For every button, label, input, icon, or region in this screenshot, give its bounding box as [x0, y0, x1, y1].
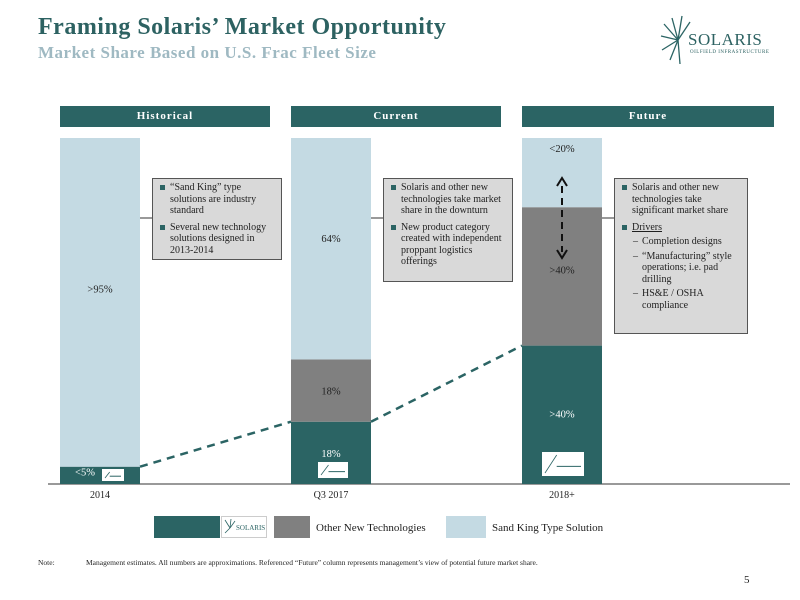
arrow-up-icon [556, 176, 568, 187]
bar-segment [60, 466, 140, 484]
solaris-badge-mark [104, 471, 111, 479]
solaris-logo-icon [660, 15, 691, 65]
note-label: Note: [38, 558, 55, 567]
callout-current-item: Solaris and other new technologies take … [391, 182, 506, 217]
data-label: <20% [549, 144, 574, 155]
callout-historical-item: Several new technology solutions designe… [160, 222, 275, 257]
trend-line [139, 420, 292, 468]
x-tick-label: 2018+ [549, 490, 575, 501]
legend-label-sand-king: Sand King Type Solution [492, 522, 604, 534]
x-tick-label: Q3 2017 [314, 490, 349, 501]
x-tick-label: 2014 [90, 490, 110, 501]
bar-segment [522, 207, 602, 346]
bar-segment [291, 359, 371, 422]
column-header-current: Current [291, 106, 501, 127]
data-label: >40% [549, 410, 574, 421]
callout-future-drivers: Drivers Completion designs “Manufacturin… [622, 221, 741, 312]
data-label: >95% [87, 284, 112, 295]
drivers-label: Drivers [632, 221, 662, 233]
callout-historical-item: “Sand King” type solutions are industry … [160, 182, 275, 217]
logo-wordmark: SOLARIS [688, 30, 763, 49]
footnote: Management estimates. All numbers are ap… [86, 558, 538, 567]
column-header-historical: Historical [60, 106, 270, 127]
solaris-badge-mark [544, 454, 558, 474]
page-subtitle: Market Share Based on U.S. Frac Fleet Si… [38, 43, 377, 62]
legend-label-other: Other New Technologies [316, 522, 426, 534]
column-header-future: Future [522, 106, 774, 127]
legend-other-box [310, 516, 440, 538]
callout-future: Solaris and other new technologies take … [614, 178, 748, 334]
bar-segment [60, 138, 140, 467]
data-label: 64% [321, 234, 341, 245]
callout-historical: “Sand King” type solutions are industry … [152, 178, 282, 260]
driver-item: HS&E / OSHA compliance [633, 288, 741, 311]
solaris-badge-icon [318, 462, 348, 478]
legend-swatch-sand-king [446, 516, 486, 538]
data-label: 18% [321, 449, 341, 460]
callout-current-item: New product category created with indepe… [391, 222, 506, 268]
page-number: 5 [744, 574, 750, 586]
data-label: 18% [321, 387, 341, 398]
page-title: Framing Solaris’ Market Opportunity [38, 14, 447, 40]
solaris-badge-icon [102, 469, 124, 481]
solaris-badge-icon [542, 452, 584, 476]
bar-segment [522, 138, 602, 208]
driver-item: “Manufacturing” style operations; i.e. p… [633, 251, 741, 286]
solaris-badge-mark [320, 464, 329, 476]
data-label: <5% [75, 468, 95, 479]
trend-line [370, 344, 523, 423]
bar-segment [291, 138, 371, 360]
callout-current: Solaris and other new technologies take … [383, 178, 513, 282]
callout-future-item: Solaris and other new technologies take … [622, 182, 741, 217]
legend-solaris-logo: SOLARIS [221, 516, 267, 538]
driver-item: Completion designs [633, 236, 741, 248]
legend-logo-text: SOLARIS [236, 524, 265, 532]
solaris-logo-small-icon: SOLARIS [224, 518, 265, 534]
legend-swatch-solaris [154, 516, 220, 538]
legend-swatch-other [274, 516, 310, 538]
data-label: >40% [549, 266, 574, 277]
arrow-down-icon [556, 249, 568, 260]
logo-tagline: OILFIELD INFRASTRUCTURE [690, 50, 770, 55]
